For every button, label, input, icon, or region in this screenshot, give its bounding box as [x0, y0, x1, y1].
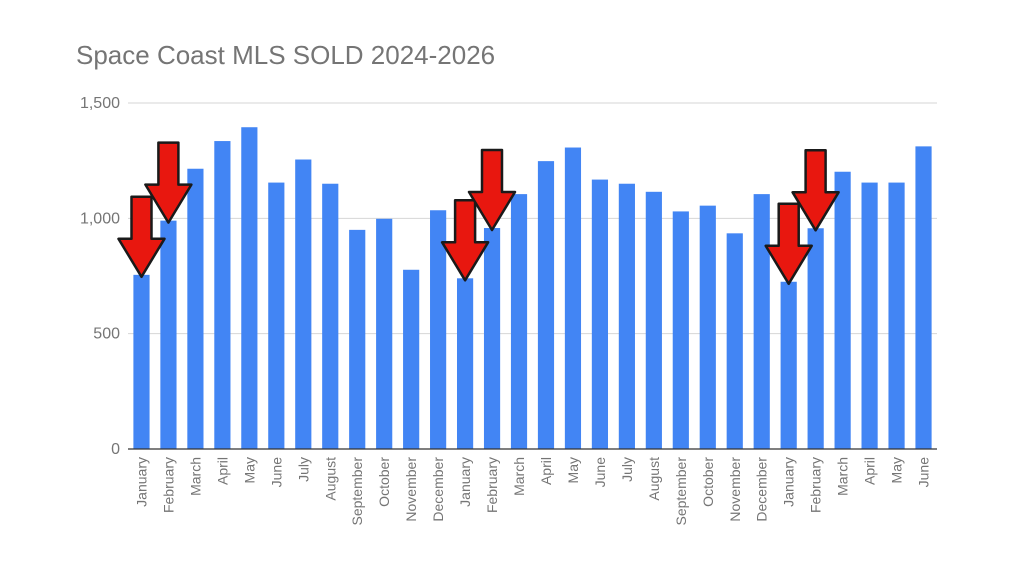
bar — [834, 171, 851, 450]
x-tick-label: May — [241, 457, 257, 483]
x-tick-label: June — [268, 457, 284, 488]
x-tick-label: September — [349, 457, 365, 526]
bar — [537, 161, 555, 450]
x-tick-label: September — [673, 457, 689, 526]
x-tick-label: April — [538, 457, 554, 485]
red-arrow-icon — [440, 199, 490, 282]
y-axis-ticks: 0 500 1,000 1,500 — [80, 95, 120, 458]
x-tick-label: February — [160, 457, 176, 513]
y-tick-label: 1,500 — [80, 95, 120, 112]
bar — [591, 179, 609, 449]
bar — [888, 182, 905, 449]
red-arrow-icon — [117, 195, 166, 279]
x-tick-label: March — [835, 457, 851, 496]
x-tick-label: August — [646, 457, 662, 501]
x-tick-label: March — [511, 457, 527, 496]
bar — [807, 228, 824, 449]
red-arrow-icon — [791, 149, 840, 232]
bar — [268, 182, 285, 449]
bar — [133, 274, 150, 449]
bar — [187, 168, 204, 450]
bar — [403, 269, 420, 449]
bar — [672, 211, 689, 449]
bar — [322, 183, 339, 449]
bar — [618, 183, 635, 449]
x-tick-label: January — [457, 457, 473, 507]
bar — [214, 141, 231, 449]
x-tick-label: February — [808, 457, 824, 513]
x-tick-label: March — [187, 457, 203, 496]
x-tick-label: August — [322, 457, 338, 501]
bar — [564, 147, 582, 449]
bar — [295, 159, 312, 449]
x-tick-label: January — [133, 457, 149, 507]
bar — [726, 233, 743, 449]
bar — [780, 281, 797, 449]
x-tick-label: November — [403, 457, 419, 522]
x-tick-label: January — [781, 457, 797, 507]
red-arrow-icon — [764, 202, 813, 286]
x-tick-label: December — [430, 457, 446, 522]
x-tick-label: October — [376, 457, 392, 507]
bar — [753, 194, 770, 449]
bar — [430, 210, 447, 449]
red-arrow-icon — [144, 141, 193, 224]
gridlines — [128, 102, 937, 335]
x-tick-label: July — [619, 457, 635, 482]
x-tick-label: June — [592, 457, 608, 488]
bar — [510, 194, 528, 449]
x-tick-label: May — [565, 457, 581, 483]
annotation-arrows — [117, 141, 840, 286]
bar — [861, 182, 878, 449]
y-tick-label: 1,000 — [80, 210, 120, 227]
bar — [699, 205, 716, 449]
x-tick-label: May — [889, 457, 905, 483]
x-tick-label: November — [727, 457, 743, 522]
bars — [133, 127, 932, 450]
bar — [241, 127, 258, 449]
x-tick-label: October — [700, 457, 716, 507]
bar — [645, 191, 662, 449]
bar — [160, 220, 177, 449]
bar — [349, 229, 366, 449]
x-tick-label: April — [862, 457, 878, 485]
x-tick-label: February — [484, 457, 500, 513]
bar — [456, 278, 474, 449]
x-tick-label: December — [754, 457, 770, 522]
x-axis-ticks: January February March April May June July Augu… — [133, 457, 931, 526]
x-tick-label: April — [214, 457, 230, 485]
x-tick-label: July — [295, 457, 311, 482]
bar — [483, 228, 501, 449]
y-tick-label: 0 — [111, 441, 120, 458]
red-arrow-icon — [467, 148, 517, 232]
chart-title: Space Coast MLS SOLD 2024-2026 — [76, 40, 495, 70]
bar — [915, 146, 932, 449]
y-tick-label: 500 — [93, 326, 120, 343]
x-tick-label: June — [916, 457, 932, 488]
bar — [376, 218, 393, 449]
